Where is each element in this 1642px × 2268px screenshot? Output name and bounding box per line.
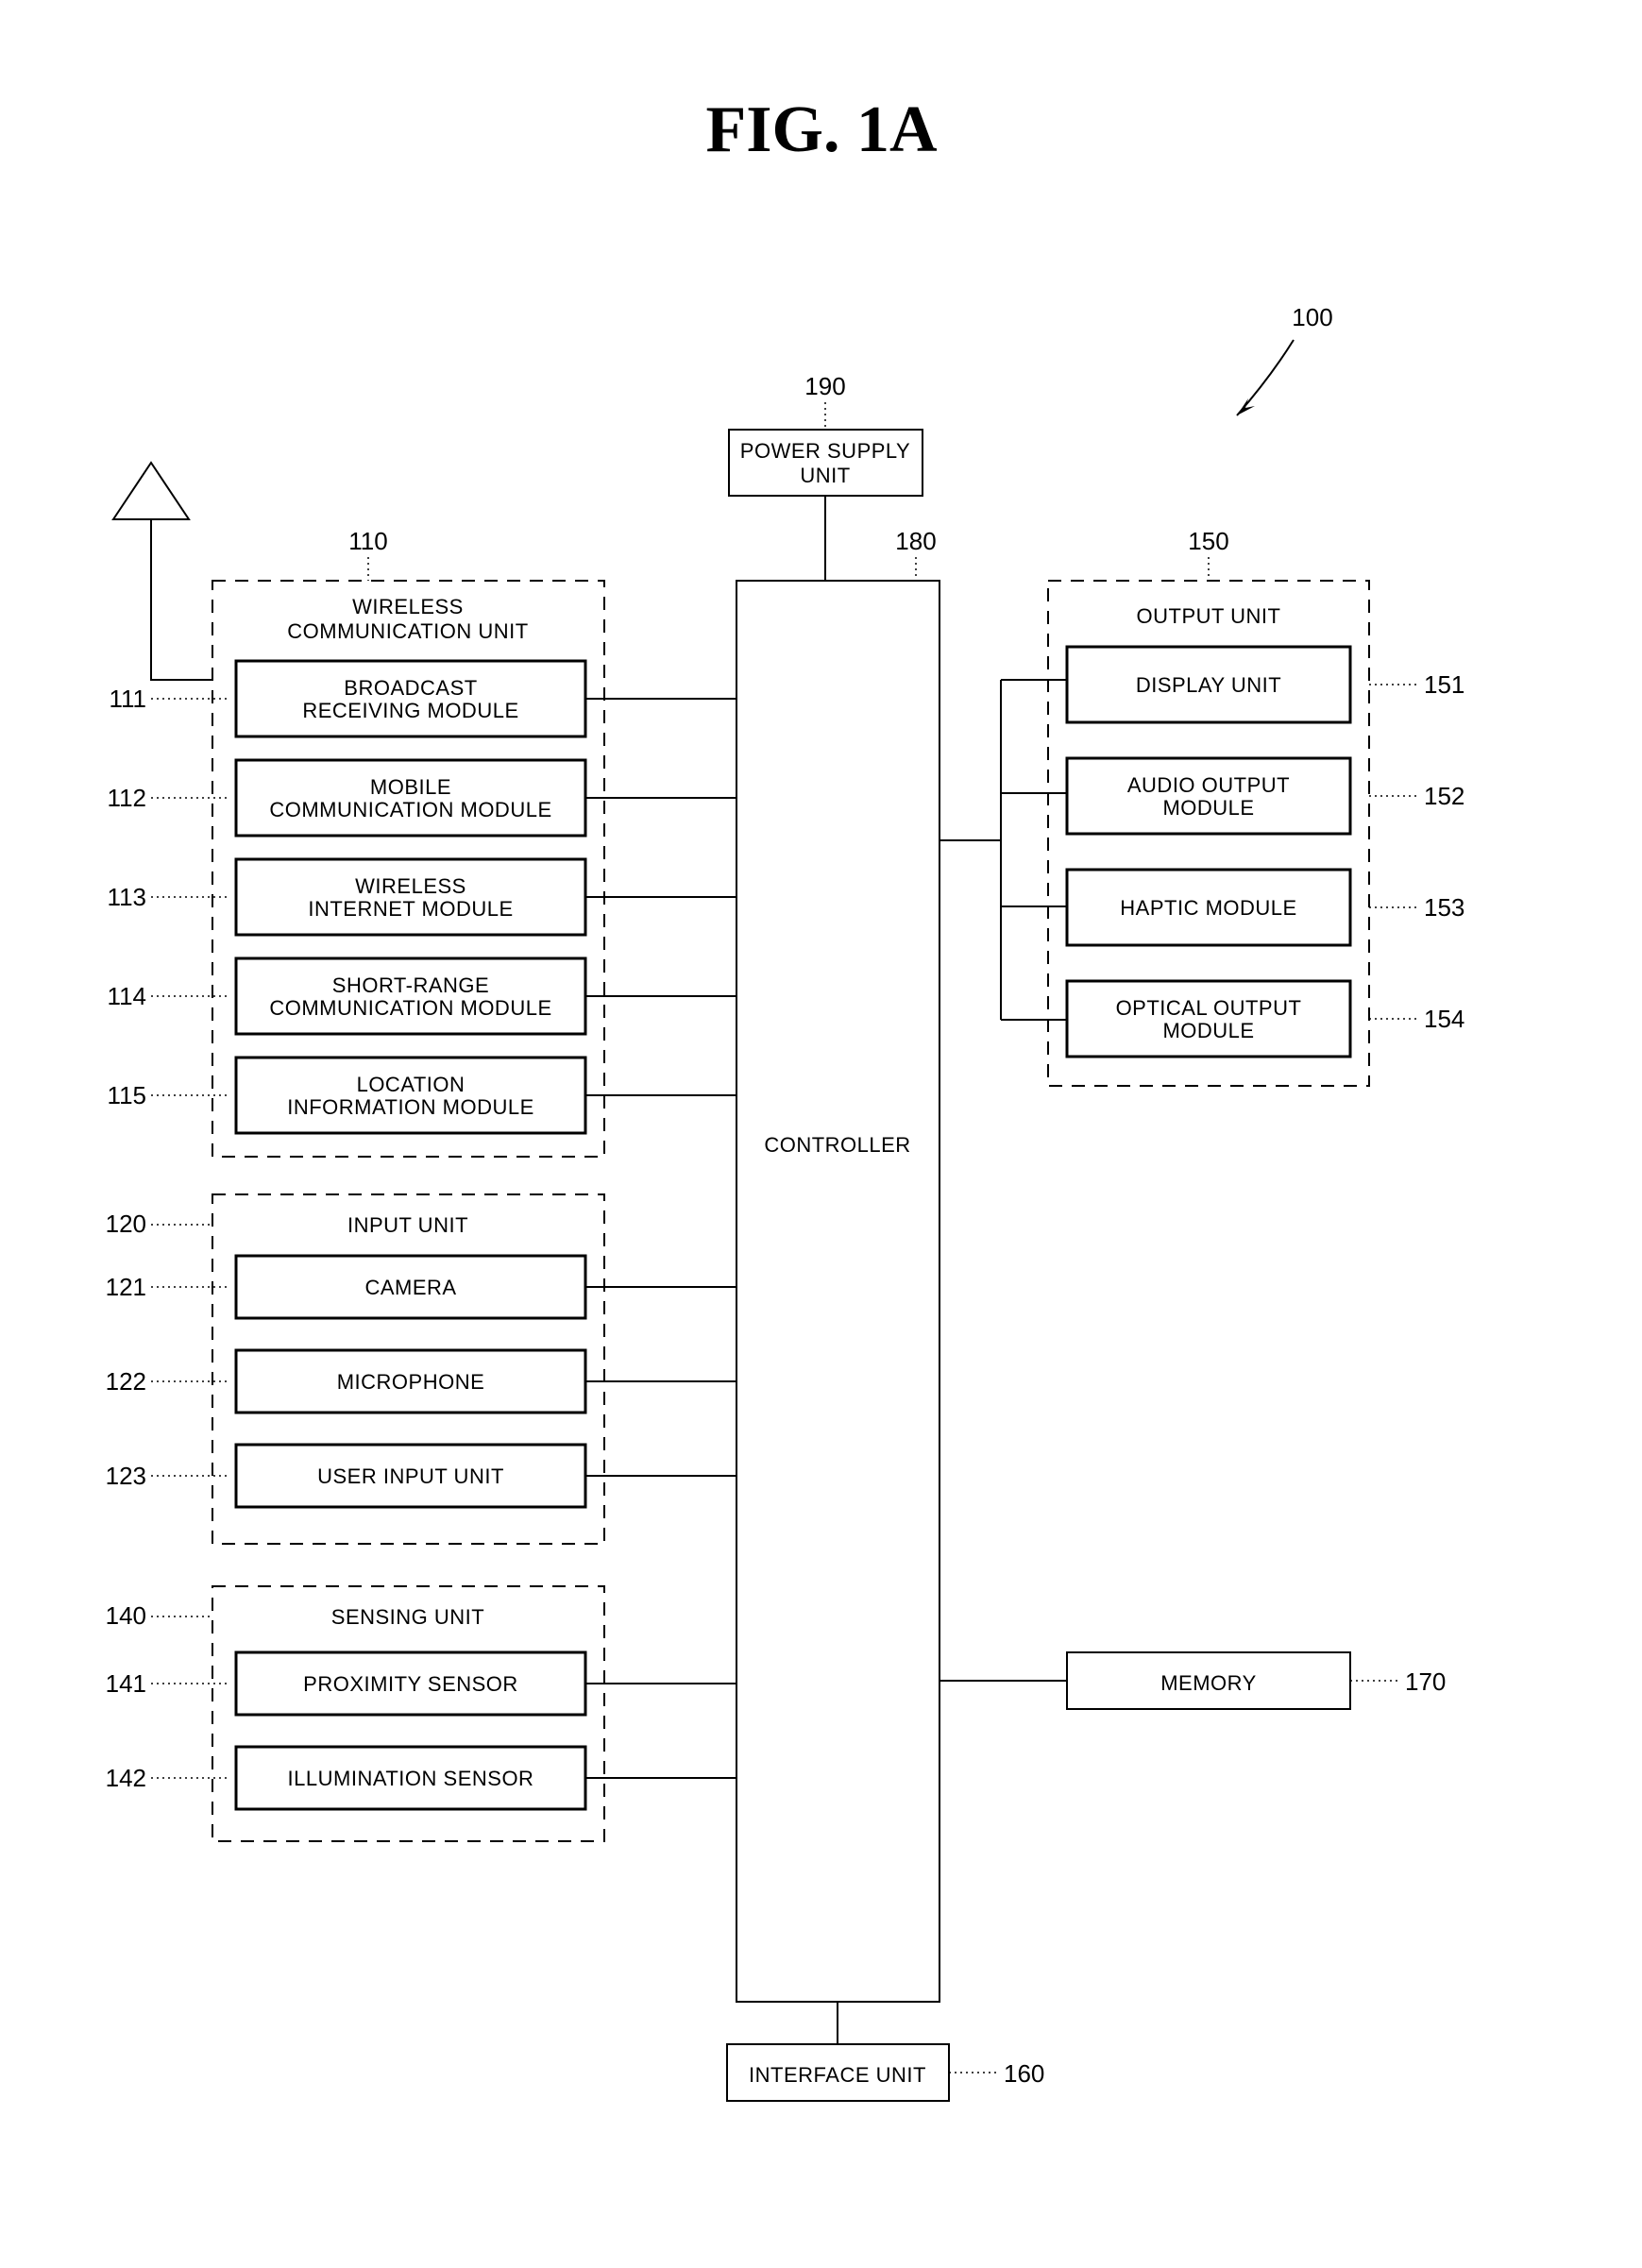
input-unit-title: INPUT UNIT: [347, 1213, 468, 1237]
input-items-label-2: USER INPUT UNIT: [317, 1464, 504, 1488]
wireless-unit-title: WIRELESSCOMMUNICATION UNIT: [287, 595, 528, 643]
sensing-items-ref-0: 141: [106, 1669, 146, 1698]
sensing-items-ref-1: 142: [106, 1764, 146, 1792]
input-items-ref-2: 123: [106, 1462, 146, 1490]
input-items-ref-1: 122: [106, 1367, 146, 1396]
system-ref: 100: [1237, 303, 1333, 415]
sensing-ref: 140: [106, 1601, 146, 1630]
input-items-label-0: CAMERA: [364, 1276, 456, 1299]
svg-text:MEMORY: MEMORY: [1160, 1671, 1257, 1695]
svg-text:180: 180: [895, 527, 936, 555]
wireless-items-ref-0: 111: [109, 685, 146, 713]
wireless-items-ref-3: 114: [108, 982, 146, 1010]
svg-text:INTERFACE UNIT: INTERFACE UNIT: [749, 2063, 926, 2087]
svg-text:160: 160: [1004, 2059, 1044, 2088]
output-ref-1: 152: [1424, 782, 1464, 810]
output-ref-2: 153: [1424, 893, 1464, 922]
output-ref-3: 154: [1424, 1005, 1464, 1033]
interface-block: INTERFACE UNIT 160: [727, 2002, 1044, 2101]
input-items-ref-0: 121: [106, 1273, 146, 1301]
wireless-ref: 110: [348, 527, 387, 555]
figure-title: FIG. 1A: [706, 93, 938, 166]
output-ref: 150: [1188, 527, 1228, 555]
output-unit-title: OUTPUT UNIT: [1137, 604, 1281, 628]
output-ref-0: 151: [1424, 670, 1464, 699]
input-items-label-1: MICROPHONE: [337, 1370, 485, 1394]
output-label-0: DISPLAY UNIT: [1136, 673, 1281, 697]
input-ref: 120: [106, 1210, 146, 1238]
svg-text:170: 170: [1405, 1667, 1446, 1696]
svg-text:CONTROLLER: CONTROLLER: [764, 1133, 910, 1157]
wireless-items-ref-2: 113: [108, 883, 146, 911]
wireless-items-ref-4: 115: [108, 1081, 146, 1109]
power-supply-block: 190 POWER SUPPLYUNIT: [729, 372, 923, 581]
sensing-items-label-1: ILLUMINATION SENSOR: [288, 1767, 534, 1790]
wireless-items-ref-1: 112: [108, 784, 146, 812]
antenna-icon: [113, 463, 212, 680]
svg-text:190: 190: [804, 372, 845, 400]
controller-block: 180 CONTROLLER: [736, 527, 939, 2002]
memory-block: MEMORY 170: [939, 1652, 1446, 1709]
svg-text:100: 100: [1292, 303, 1332, 331]
sensing-unit-title: SENSING UNIT: [331, 1605, 484, 1629]
sensing-items-label-0: PROXIMITY SENSOR: [303, 1672, 518, 1696]
output-label-2: HAPTIC MODULE: [1120, 896, 1296, 920]
